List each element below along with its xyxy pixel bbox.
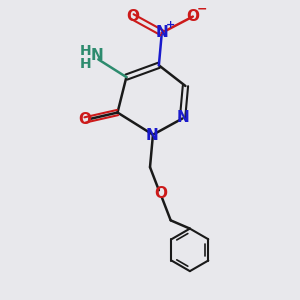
Text: H: H xyxy=(80,57,92,71)
Text: −: − xyxy=(196,3,207,16)
Text: N: N xyxy=(91,48,104,63)
Text: N: N xyxy=(155,25,168,40)
Text: N: N xyxy=(146,128,159,143)
Text: H: H xyxy=(80,44,92,58)
Text: O: O xyxy=(154,186,167,201)
Text: N: N xyxy=(177,110,190,125)
Text: +: + xyxy=(166,20,175,29)
Text: O: O xyxy=(79,112,92,128)
Text: O: O xyxy=(186,9,199,24)
Text: O: O xyxy=(126,9,139,24)
